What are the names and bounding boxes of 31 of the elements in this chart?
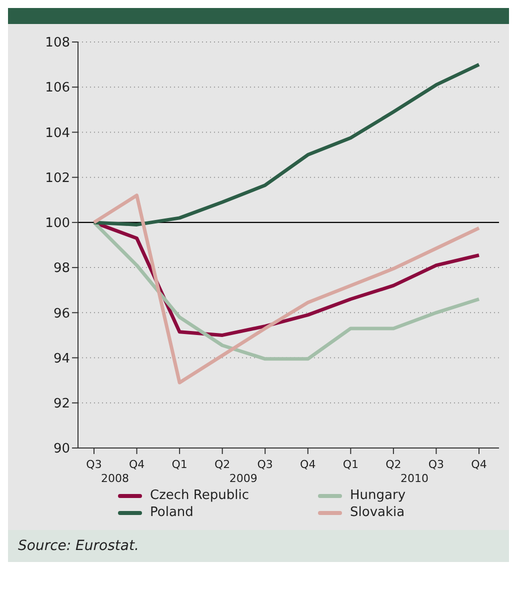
- y-tick-label: 98: [53, 261, 70, 276]
- legend-label: Slovakia: [350, 505, 405, 520]
- x-tick-label: Q3: [257, 458, 273, 471]
- x-tick-label: Q4: [471, 458, 487, 471]
- text: 2008: [101, 472, 130, 485]
- y-tick-label: 96: [53, 306, 70, 322]
- x-tick-label: Q3: [428, 458, 444, 471]
- x-tick-label: Q3: [86, 458, 102, 471]
- y-tick-label: 100: [45, 216, 70, 232]
- y-tick-label: 90: [53, 442, 70, 457]
- x-tick-label: Q1: [342, 458, 359, 471]
- x-tick-label: Q1: [172, 458, 188, 471]
- text: 2010: [400, 472, 428, 485]
- y-tick-label: 92: [53, 396, 70, 412]
- y-tick-label: 102: [45, 170, 70, 186]
- x-tick-label: Q4: [300, 458, 316, 471]
- text: 2009: [229, 472, 258, 485]
- x-tick-label: Q4: [128, 458, 145, 471]
- y-tick-label: 108: [45, 36, 70, 51]
- y-tick-label: 106: [45, 80, 70, 96]
- line-series: [92, 194, 481, 384]
- x-tick-label: Q2: [386, 458, 402, 471]
- legend-label: Hungary: [350, 488, 406, 503]
- line-series: [92, 62, 481, 226]
- legend-label: Poland: [150, 505, 194, 520]
- x-tick-label: Q2: [214, 458, 230, 471]
- legend-label: Czech Republic: [150, 488, 249, 503]
- source-note: Source: Eurostat.: [8, 530, 509, 562]
- line-series: [92, 220, 481, 361]
- y-tick-label: 104: [45, 126, 70, 141]
- y-tick-label: 94: [53, 351, 70, 366]
